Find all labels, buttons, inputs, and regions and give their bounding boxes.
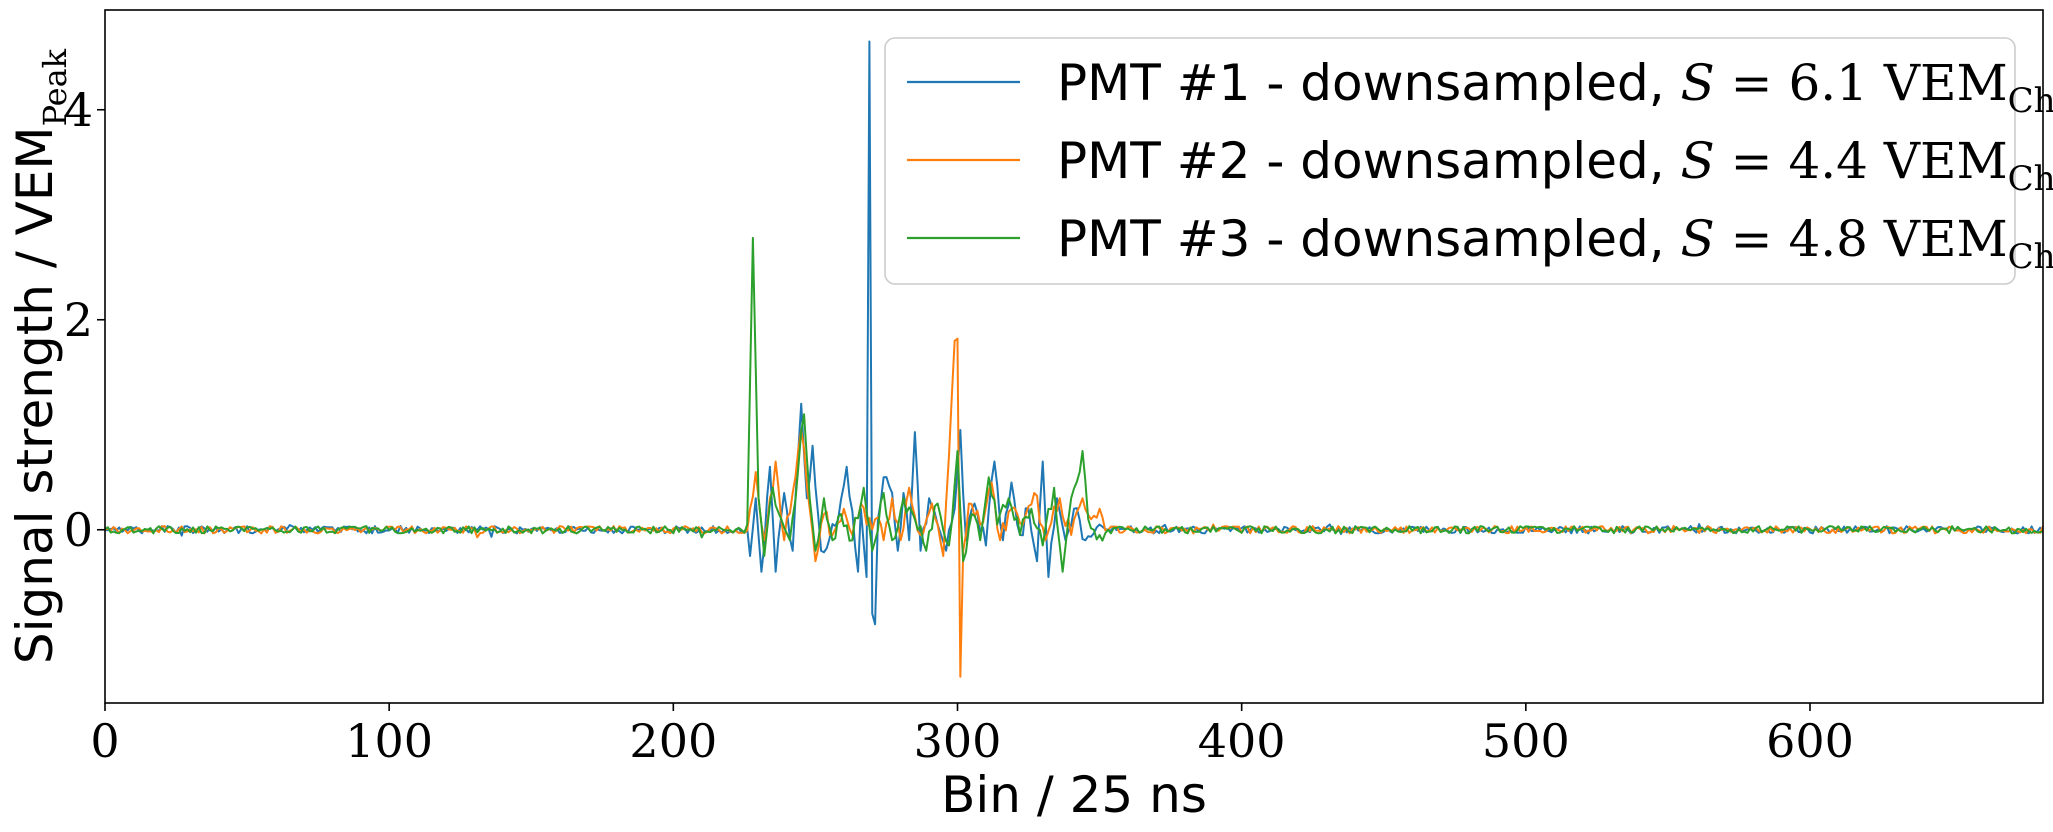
y-tick-label: 4 (64, 83, 93, 137)
x-tick-label: 0 (90, 714, 119, 768)
axes-layer: 0 100 200 300 400 500 600 0 2 4 Bin / 25 ns Signal … (6, 9, 2044, 824)
y-axis-title: Signal strength / VEMPeak (6, 48, 74, 664)
x-tick-label: 500 (1482, 714, 1570, 768)
legend: PMT #1 - downsampled, S = 6.1 VEMCh. PMT … (884, 37, 2053, 285)
legend-label-pmt1: PMT #1 - downsampled, S = 6.1 VEMCh. (1057, 54, 2053, 121)
x-tick-label: 300 (914, 714, 1002, 768)
x-tick-label: 100 (345, 714, 433, 768)
y-tick-label: 0 (64, 503, 93, 557)
series-line-pmt2 (104, 337, 2044, 678)
series-layer (104, 40, 2044, 678)
x-axis-title: Bin / 25 ns (941, 766, 1207, 824)
y-tick-label: 2 (64, 293, 93, 347)
x-tick-label: 600 (1766, 714, 1854, 768)
series-line-pmt3 (104, 236, 2044, 573)
legend-label-pmt3: PMT #3 - downsampled, S = 4.8 VEMCh. (1057, 210, 2053, 277)
plot-frame (104, 9, 2044, 704)
legend-box (884, 37, 2016, 285)
x-tick-label: 400 (1198, 714, 1286, 768)
legend-label-pmt2: PMT #2 - downsampled, S = 4.4 VEMCh. (1057, 132, 2053, 199)
x-tick-label: 200 (629, 714, 717, 768)
